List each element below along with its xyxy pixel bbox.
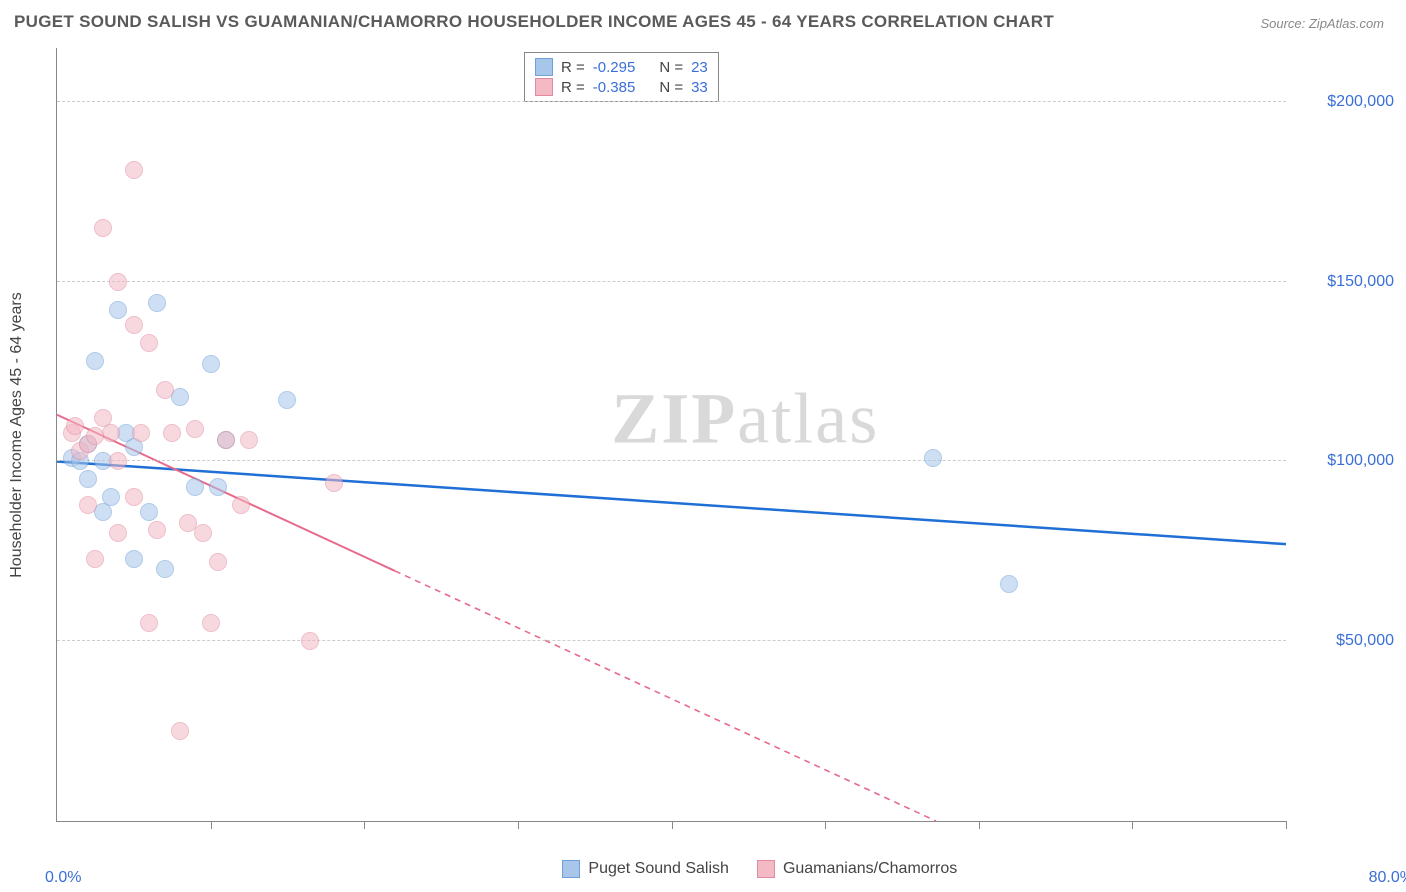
r-label: R = bbox=[561, 59, 585, 76]
data-point bbox=[202, 355, 220, 373]
y-tick-label: $50,000 bbox=[1294, 632, 1394, 650]
plot-area: ZIPatlas R = -0.295 N = 23 R = -0.385 N … bbox=[56, 48, 1286, 822]
legend-item-series1: Puget Sound Salish bbox=[562, 860, 729, 878]
y-tick-label: $200,000 bbox=[1294, 93, 1394, 111]
data-point bbox=[125, 316, 143, 334]
data-point bbox=[217, 431, 235, 449]
x-tick bbox=[672, 821, 673, 829]
data-point bbox=[148, 521, 166, 539]
r-value-series2: -0.385 bbox=[593, 79, 636, 96]
data-point bbox=[209, 478, 227, 496]
swatch-series2 bbox=[535, 78, 553, 96]
series-legend: Puget Sound Salish Guamanians/Chamorros bbox=[562, 860, 957, 878]
data-point bbox=[325, 474, 343, 492]
data-point bbox=[171, 722, 189, 740]
legend-item-series2: Guamanians/Chamorros bbox=[757, 860, 957, 878]
source-attribution: Source: ZipAtlas.com bbox=[1260, 16, 1384, 31]
data-point bbox=[86, 550, 104, 568]
data-point bbox=[209, 553, 227, 571]
gridline bbox=[57, 281, 1286, 282]
data-point bbox=[79, 470, 97, 488]
stats-legend: R = -0.295 N = 23 R = -0.385 N = 33 bbox=[524, 52, 719, 102]
data-point bbox=[924, 449, 942, 467]
stats-row-series2: R = -0.385 N = 33 bbox=[535, 77, 708, 97]
data-point bbox=[109, 452, 127, 470]
gridline bbox=[57, 101, 1286, 102]
legend-label-series1: Puget Sound Salish bbox=[588, 860, 729, 878]
chart-title: PUGET SOUND SALISH VS GUAMANIAN/CHAMORRO… bbox=[14, 12, 1054, 32]
n-value-series1: 23 bbox=[691, 59, 708, 76]
n-label: N = bbox=[659, 59, 683, 76]
r-value-series1: -0.295 bbox=[593, 59, 636, 76]
data-point bbox=[148, 294, 166, 312]
data-point bbox=[140, 614, 158, 632]
correlation-chart: PUGET SOUND SALISH VS GUAMANIAN/CHAMORRO… bbox=[0, 0, 1406, 892]
data-point bbox=[194, 524, 212, 542]
x-tick bbox=[825, 821, 826, 829]
stats-row-series1: R = -0.295 N = 23 bbox=[535, 57, 708, 77]
data-point bbox=[94, 409, 112, 427]
swatch-series1 bbox=[562, 860, 580, 878]
data-point bbox=[125, 488, 143, 506]
data-point bbox=[186, 478, 204, 496]
x-tick bbox=[211, 821, 212, 829]
swatch-series2 bbox=[757, 860, 775, 878]
data-point bbox=[86, 427, 104, 445]
legend-label-series2: Guamanians/Chamorros bbox=[783, 860, 957, 878]
data-point bbox=[240, 431, 258, 449]
data-point bbox=[125, 550, 143, 568]
data-point bbox=[94, 503, 112, 521]
x-axis-min-label: 0.0% bbox=[45, 869, 81, 887]
swatch-series1 bbox=[535, 58, 553, 76]
data-point bbox=[171, 388, 189, 406]
data-point bbox=[66, 417, 84, 435]
data-point bbox=[232, 496, 250, 514]
gridline bbox=[57, 640, 1286, 641]
x-tick bbox=[979, 821, 980, 829]
data-point bbox=[109, 524, 127, 542]
gridline bbox=[57, 460, 1286, 461]
data-point bbox=[186, 420, 204, 438]
data-point bbox=[278, 391, 296, 409]
data-point bbox=[125, 161, 143, 179]
data-point bbox=[202, 614, 220, 632]
y-axis-label: Householder Income Ages 45 - 64 years bbox=[8, 292, 26, 578]
x-axis-max-label: 80.0% bbox=[1369, 869, 1406, 887]
data-point bbox=[156, 381, 174, 399]
y-tick-label: $100,000 bbox=[1294, 452, 1394, 470]
y-tick-label: $150,000 bbox=[1294, 273, 1394, 291]
data-point bbox=[109, 273, 127, 291]
data-point bbox=[94, 219, 112, 237]
data-point bbox=[140, 334, 158, 352]
n-label: N = bbox=[659, 79, 683, 96]
data-point bbox=[79, 496, 97, 514]
x-tick bbox=[518, 821, 519, 829]
data-point bbox=[86, 352, 104, 370]
x-tick bbox=[1132, 821, 1133, 829]
data-point bbox=[301, 632, 319, 650]
data-point bbox=[140, 503, 158, 521]
x-tick bbox=[364, 821, 365, 829]
data-point bbox=[132, 424, 150, 442]
n-value-series2: 33 bbox=[691, 79, 708, 96]
data-point bbox=[163, 424, 181, 442]
r-label: R = bbox=[561, 79, 585, 96]
data-point bbox=[156, 560, 174, 578]
x-tick bbox=[1286, 821, 1287, 829]
data-point bbox=[1000, 575, 1018, 593]
data-point bbox=[109, 301, 127, 319]
